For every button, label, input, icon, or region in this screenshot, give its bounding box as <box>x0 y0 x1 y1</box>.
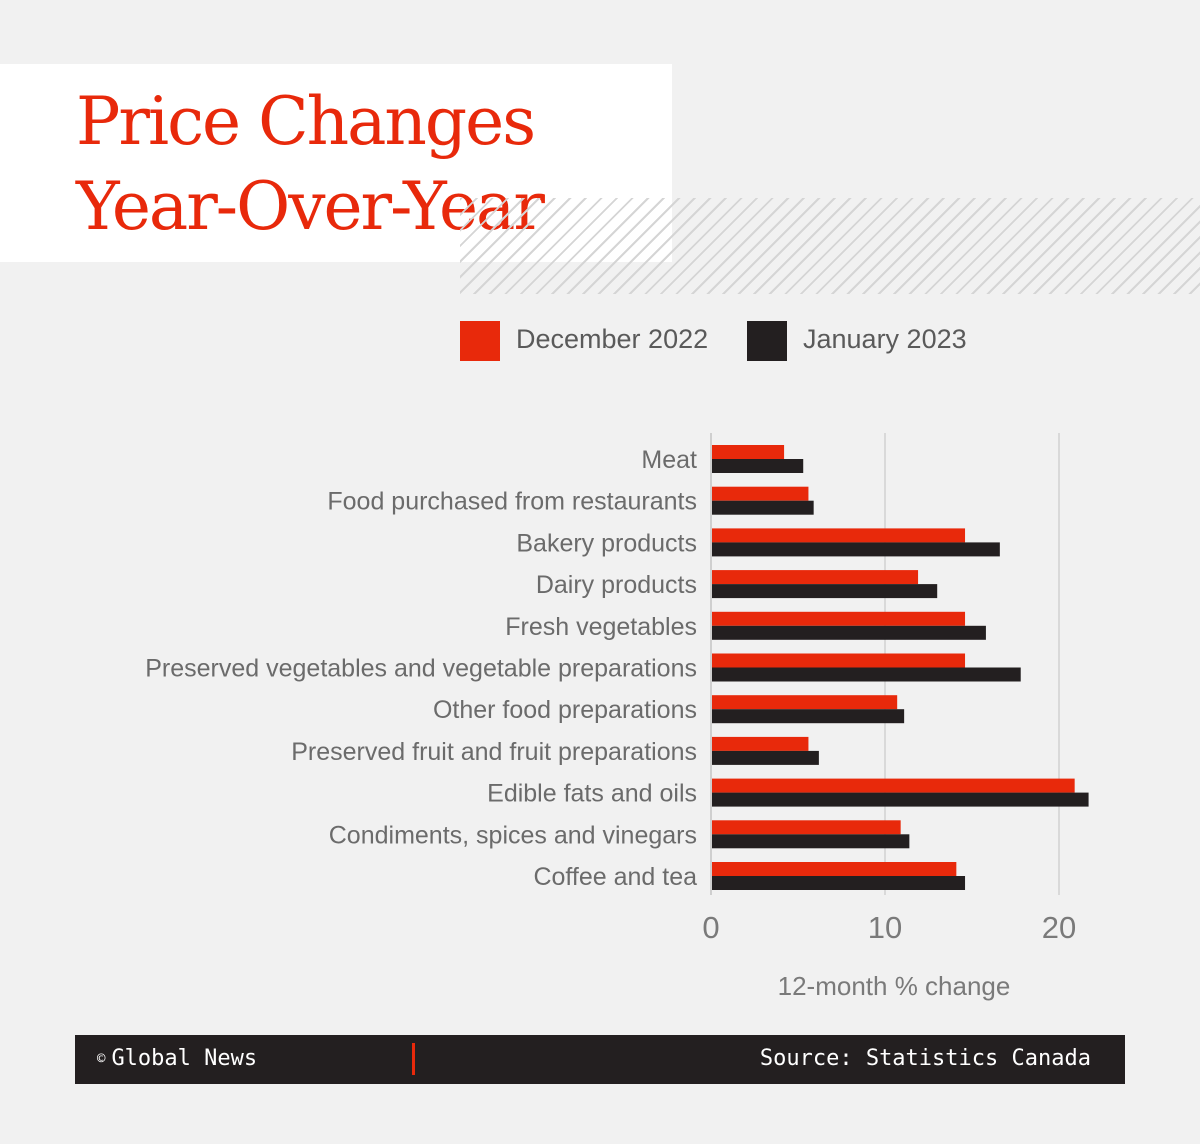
category-label-2: Bakery products <box>516 529 697 557</box>
hatch-decoration <box>460 198 1200 294</box>
bar-december-2 <box>711 528 966 543</box>
x-axis-label: 12-month % change <box>778 971 1011 1001</box>
legend-label-january: January 2023 <box>803 324 967 354</box>
x-tick-label-20: 20 <box>1042 910 1076 945</box>
bar-january-7 <box>711 750 819 765</box>
bar-january-4 <box>711 625 986 640</box>
category-label-9: Condiments, spices and vinegars <box>329 821 697 849</box>
legend-swatch-december <box>460 321 500 361</box>
bar-january-8 <box>711 792 1089 807</box>
bar-december-7 <box>711 736 809 751</box>
bar-december-6 <box>711 695 898 710</box>
footer-credit: © Global News <box>97 1046 257 1071</box>
bar-december-8 <box>711 778 1075 793</box>
bar-january-0 <box>711 459 804 473</box>
bar-january-1 <box>711 500 814 515</box>
chart-title-line-1: Price Changes <box>76 83 536 160</box>
bar-january-9 <box>711 834 910 849</box>
category-label-6: Other food preparations <box>433 696 697 724</box>
bar-january-10 <box>711 876 966 890</box>
category-label-0: Meat <box>641 446 697 474</box>
copyright-icon: © <box>97 1051 106 1067</box>
bar-december-10 <box>711 862 957 876</box>
category-label-10: Coffee and tea <box>533 863 697 891</box>
publisher-name: Global News <box>111 1046 258 1071</box>
bar-january-2 <box>711 542 1000 557</box>
legend-label-december: December 2022 <box>516 324 709 354</box>
category-label-1: Food purchased from restaurants <box>327 488 697 516</box>
bar-january-5 <box>711 667 1021 682</box>
legend-swatch-january <box>747 321 787 361</box>
x-tick-label-10: 10 <box>868 910 902 945</box>
footer-source: Source: Statistics Canada <box>759 1046 1091 1071</box>
bar-december-0 <box>711 445 785 459</box>
title-box: Price Changes Year-Over-Year <box>0 64 672 262</box>
bar-january-6 <box>711 709 905 724</box>
bar-december-5 <box>711 653 966 668</box>
x-tick-label-0: 0 <box>702 910 719 945</box>
category-label-3: Dairy products <box>536 571 697 599</box>
bar-chart: Meat Food purchased from restaurants Baker… <box>145 433 1089 1001</box>
bar-january-3 <box>711 584 938 599</box>
category-label-5: Preserved vegetables and vegetable prepa… <box>145 655 697 683</box>
category-label-8: Edible fats and oils <box>487 780 697 808</box>
bar-december-4 <box>711 611 966 626</box>
category-label-7: Preserved fruit and fruit preparations <box>291 738 697 766</box>
footer-divider <box>412 1043 415 1075</box>
bar-december-3 <box>711 570 919 585</box>
bar-december-1 <box>711 486 809 501</box>
category-label-4: Fresh vegetables <box>505 613 697 641</box>
bar-december-9 <box>711 820 901 835</box>
footer-bar: © Global News Source: Statistics Canada <box>75 1035 1125 1084</box>
